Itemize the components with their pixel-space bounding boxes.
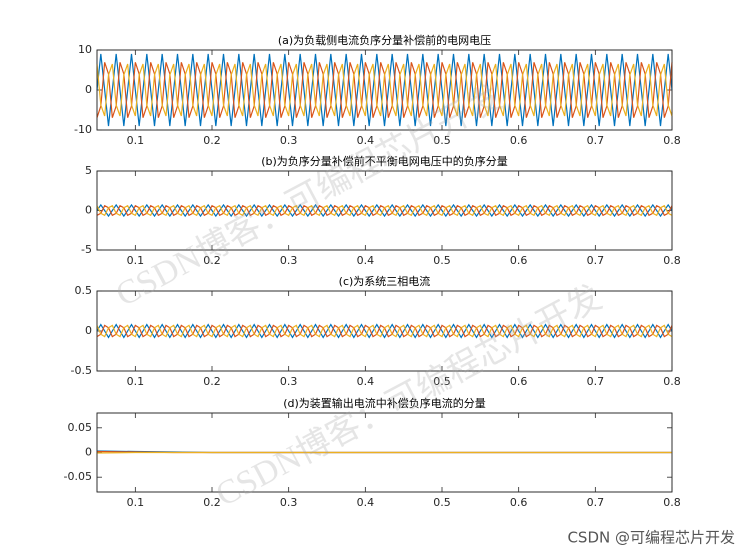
x-tick-label: 0.8 [663,134,681,147]
x-tick-label: 0.8 [663,375,681,388]
x-tick-label: 0.4 [357,375,375,388]
plots: (a)为负载侧电流负序分量补偿前的电网电压 0.1 0.2 0.3 0.4 0.5 0.6 0… [64,33,681,509]
chart-title: (c)为系统三相电流 [339,274,431,288]
x-tick-label: 0.1 [127,375,145,388]
x-tick-label: 0.7 [587,496,605,509]
x-tick-label: 0.8 [663,254,681,267]
y-tick-label: 0 [85,446,92,459]
x-tick-label: 0.3 [280,375,298,388]
plot-area [96,49,673,131]
x-tick-label: 0.5 [433,254,451,267]
x-tick-label: 0.1 [127,496,145,509]
series-line [96,203,673,218]
x-tick-label: 0.7 [587,254,605,267]
x-tick-label: 0.5 [433,375,451,388]
series-line [96,63,673,117]
x-tick-label: 0.5 [433,134,451,147]
plot-border [96,170,673,251]
series-line [96,323,673,339]
x-tick-label: 0.3 [280,496,298,509]
x-tick-label: 0.3 [280,134,298,147]
y-tick-label: 0 [85,324,92,337]
watermark: CSDN @可编程芯片开发 [567,529,735,547]
y-tick-label: 0 [85,204,92,217]
x-tick-label: 0.2 [203,375,221,388]
y-tick-label: 5 [85,164,92,177]
series-line [96,204,673,217]
y-tick-label: 10 [78,43,92,56]
x-tick-label: 0.1 [127,254,145,267]
y-tick-label: -5 [81,243,92,256]
series-line [96,324,673,338]
series-line [96,53,673,127]
x-tick-label: 0.7 [587,375,605,388]
plot-border [96,290,673,372]
x-tick-label: 0.2 [203,496,221,509]
plot-area [96,170,673,251]
x-tick-label: 0.5 [433,496,451,509]
x-tick-label: 0.4 [357,254,375,267]
plot-border [96,49,673,131]
y-tick-label: 0.5 [75,284,93,297]
x-tick-label: 0.8 [663,496,681,509]
x-tick-label: 0.7 [587,134,605,147]
chart-title: (b)为负序分量补偿前不平衡电网电压中的负序分量 [261,154,508,168]
x-tick-label: 0.6 [510,496,528,509]
y-tick-label: -10 [74,123,92,136]
y-tick-label: -0.5 [71,364,92,377]
plot-border [96,412,673,493]
y-tick-label: 0 [85,83,92,96]
x-tick-label: 0.4 [357,496,375,509]
x-tick-label: 0.6 [510,134,528,147]
x-tick-label: 0.4 [357,134,375,147]
chart-title: (d)为装置输出电流中补偿负序电流的分量 [283,396,486,410]
x-tick-label: 0.1 [127,134,145,147]
y-tick-label: 0.05 [68,421,93,434]
x-tick-label: 0.2 [203,254,221,267]
x-tick-label: 0.6 [510,375,528,388]
x-tick-label: 0.2 [203,134,221,147]
chart-title: (a)为负载侧电流负序分量补偿前的电网电压 [278,33,491,47]
y-tick-label: -0.05 [64,470,92,483]
x-tick-label: 0.3 [280,254,298,267]
x-tick-label: 0.6 [510,254,528,267]
